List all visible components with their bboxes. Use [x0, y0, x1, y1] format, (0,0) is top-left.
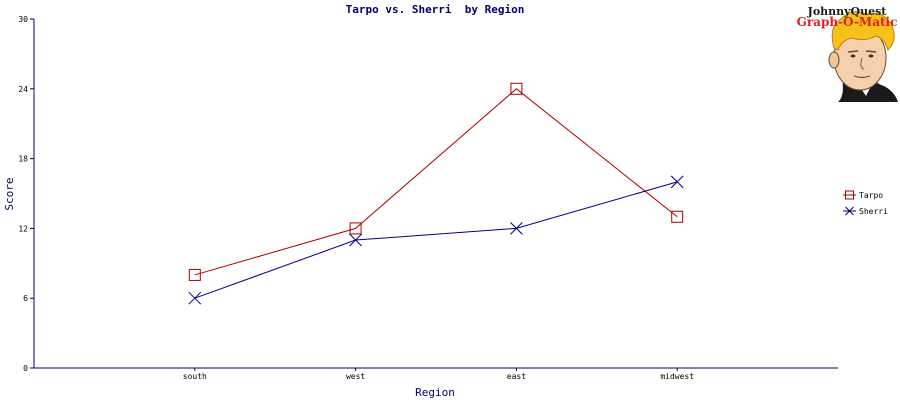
x-tick-label: midwest: [660, 372, 694, 381]
data-point-tarpo: [188, 268, 201, 281]
data-point-sherri: [188, 291, 202, 305]
y-tick-label: 0: [23, 364, 28, 373]
data-point-sherri: [510, 222, 523, 235]
y-axis-title: Score: [3, 177, 16, 210]
cartoon-boy-icon: [798, 0, 900, 102]
x-tick-label: east: [507, 372, 526, 381]
data-point-tarpo: [671, 210, 684, 223]
logo-line-1: JohnnyQuest: [807, 5, 888, 18]
data-point-tarpo: [510, 82, 523, 95]
y-tick-label: 6: [23, 294, 28, 303]
data-point-sherri: [670, 175, 684, 189]
legend: Tarpo Sherri: [843, 190, 888, 216]
legend-marker-sherri: [845, 206, 854, 216]
x-tick-label: west: [346, 372, 365, 381]
series-line-sherri: [194, 181, 678, 299]
x-tick-label: south: [183, 372, 207, 381]
chart-title: Tarpo vs. Sherri by Region: [346, 3, 525, 16]
graph-o-matic-logo: JohnnyQuest Graph-O-Matic: [797, 0, 900, 102]
y-tick-label: 30: [18, 15, 28, 24]
y-tick-label: 12: [18, 224, 28, 233]
legend-marker-tarpo: [845, 190, 854, 200]
legend-label-sherri: Sherri: [859, 207, 888, 216]
plot-area: 0 6 12 18 24 30 south west east midwest: [18, 15, 838, 381]
data-point-sherri: [349, 233, 362, 247]
series-line-tarpo: [194, 88, 678, 276]
x-axis-title: Region: [415, 386, 455, 399]
legend-label-tarpo: Tarpo: [859, 191, 883, 200]
data-point-tarpo: [349, 222, 362, 235]
y-tick-label: 18: [18, 155, 28, 164]
y-tick-label: 24: [18, 85, 28, 94]
logo-line-2: Graph-O-Matic: [797, 15, 898, 29]
